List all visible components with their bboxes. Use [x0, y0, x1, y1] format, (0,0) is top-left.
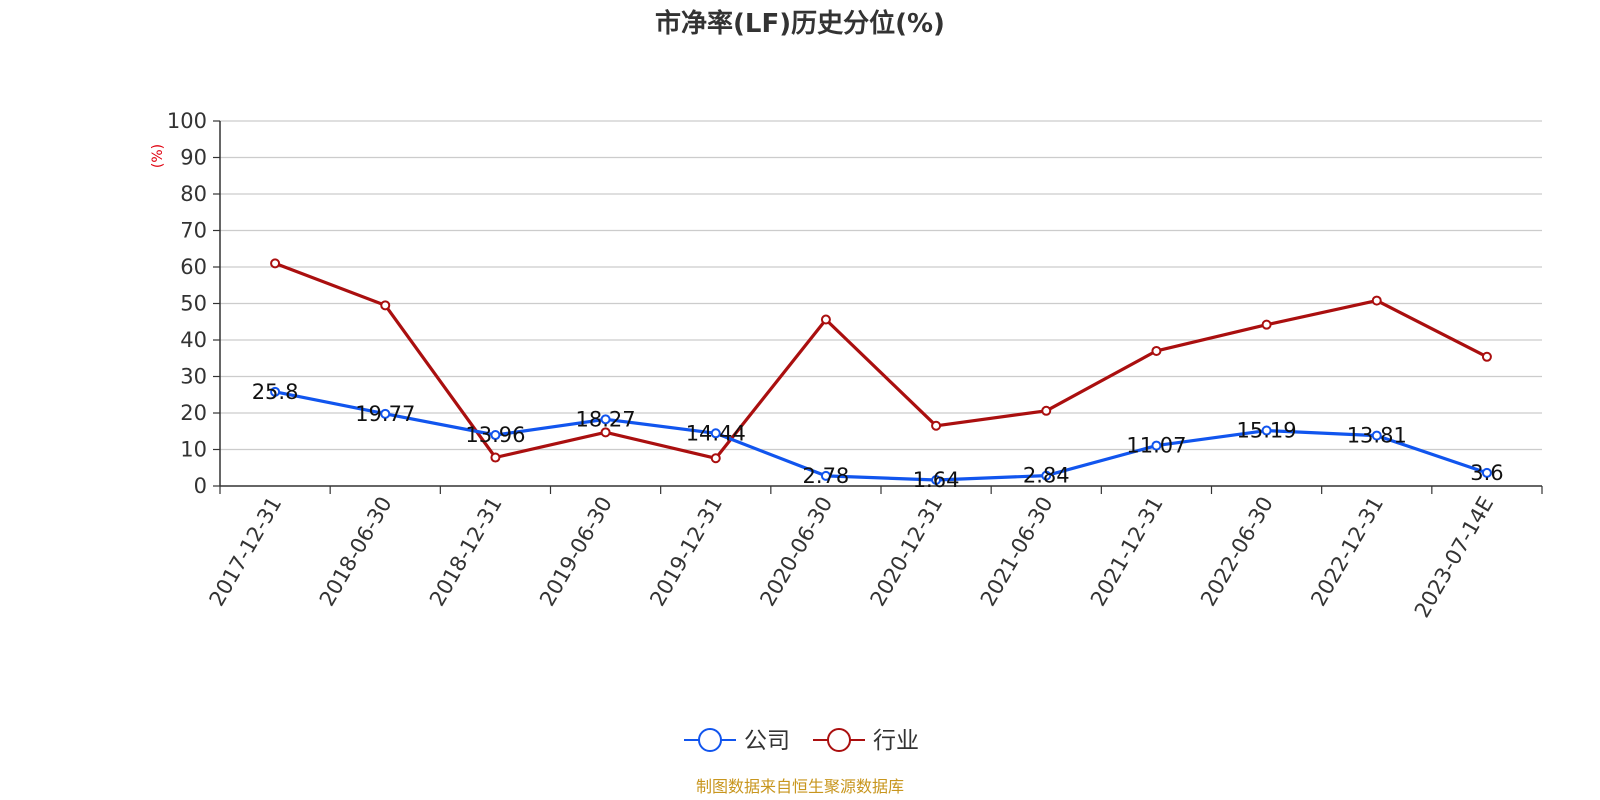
data-point — [600, 414, 611, 425]
x-tick-label: 2020-12-31 — [866, 492, 948, 610]
x-tick-label: 2019-06-30 — [535, 493, 617, 611]
data-point — [820, 314, 831, 325]
data-label: 25.8 — [252, 380, 299, 404]
legend-marker — [698, 728, 722, 752]
legend-item-industry: 行业 — [813, 728, 919, 754]
data-point — [1151, 345, 1162, 356]
data-label: 3.6 — [1470, 461, 1503, 485]
data-label: 11.07 — [1126, 434, 1186, 458]
y-tick-label: 60 — [180, 255, 207, 279]
data-point — [931, 475, 942, 486]
y-axis-label: (%) — [150, 144, 166, 168]
data-label: 13.96 — [465, 423, 525, 447]
data-point — [1261, 425, 1272, 436]
data-point — [710, 428, 721, 439]
data-point — [270, 386, 281, 397]
y-tick-label: 10 — [180, 438, 207, 462]
x-tick-label: 2022-06-30 — [1196, 493, 1278, 611]
data-point — [820, 470, 831, 481]
data-point — [1041, 405, 1052, 416]
y-tick-label: 50 — [180, 292, 207, 316]
x-tick-label: 2018-06-30 — [315, 493, 397, 611]
data-point — [600, 427, 611, 438]
y-tick-label: 30 — [180, 365, 207, 389]
data-point — [1151, 440, 1162, 451]
data-label: 15.19 — [1237, 419, 1297, 443]
data-label: 1.64 — [913, 468, 960, 492]
x-tick-label: 2022-12-31 — [1306, 493, 1388, 611]
y-tick-label: 20 — [180, 401, 207, 425]
chart-title: 市净率(LF)历史分位(%) — [655, 8, 945, 39]
source-note: 制图数据来自恒生聚源数据库 — [696, 777, 904, 796]
data-point — [1371, 430, 1382, 441]
series-group — [270, 258, 1492, 486]
data-point — [1041, 470, 1052, 481]
data-label: 2.84 — [1023, 464, 1070, 488]
data-point — [1481, 467, 1492, 478]
data-point — [380, 300, 391, 311]
data-point — [490, 430, 501, 441]
legend-marker — [827, 728, 851, 752]
data-label: 18.27 — [576, 407, 636, 431]
y-tick-label: 100 — [167, 109, 207, 133]
data-point — [380, 408, 391, 419]
y-tick-label: 70 — [180, 219, 207, 243]
data-point — [490, 452, 501, 463]
x-tick-label: 2018-12-31 — [425, 492, 507, 610]
data-point — [270, 258, 281, 269]
x-tick-label: 2023-07-14E — [1410, 493, 1498, 622]
data-labels: 25.8 19.77 13.96 18.27 14.44 2.78 1.64 2.84 11.0… — [252, 380, 1504, 492]
y-tick-label: 0 — [194, 474, 207, 498]
data-point — [1261, 319, 1272, 330]
data-point — [1481, 351, 1492, 362]
y-tick-label: 90 — [180, 146, 207, 170]
x-tick-label: 2017-12-31 — [205, 493, 287, 611]
data-label: 19.77 — [355, 402, 415, 426]
y-tick-label: 80 — [180, 182, 207, 206]
legend-item-company: 公司 — [684, 728, 790, 754]
data-point — [1371, 295, 1382, 306]
data-point — [710, 453, 721, 464]
legend-label: 公司 — [744, 728, 790, 754]
y-tick-label: 40 — [180, 328, 207, 352]
legend-label: 行业 — [873, 728, 919, 754]
x-tick-label: 2019-12-31 — [645, 493, 727, 611]
x-tick-label: 2021-06-30 — [976, 493, 1058, 611]
x-tick-label: 2021-12-31 — [1086, 493, 1168, 611]
x-tick-label: 2020-06-30 — [755, 493, 837, 611]
data-label: 2.78 — [803, 464, 850, 488]
data-label: 14.44 — [686, 421, 746, 445]
data-point — [931, 420, 942, 431]
series-line-company — [273, 390, 1489, 482]
legend: 公司 行业 — [684, 728, 919, 754]
grid — [220, 120, 1542, 451]
axes: 0 10 20 30 40 50 60 70 80 90 100 2017-12-31 2018-06-… — [167, 109, 1543, 622]
data-label: 13.81 — [1347, 424, 1407, 448]
